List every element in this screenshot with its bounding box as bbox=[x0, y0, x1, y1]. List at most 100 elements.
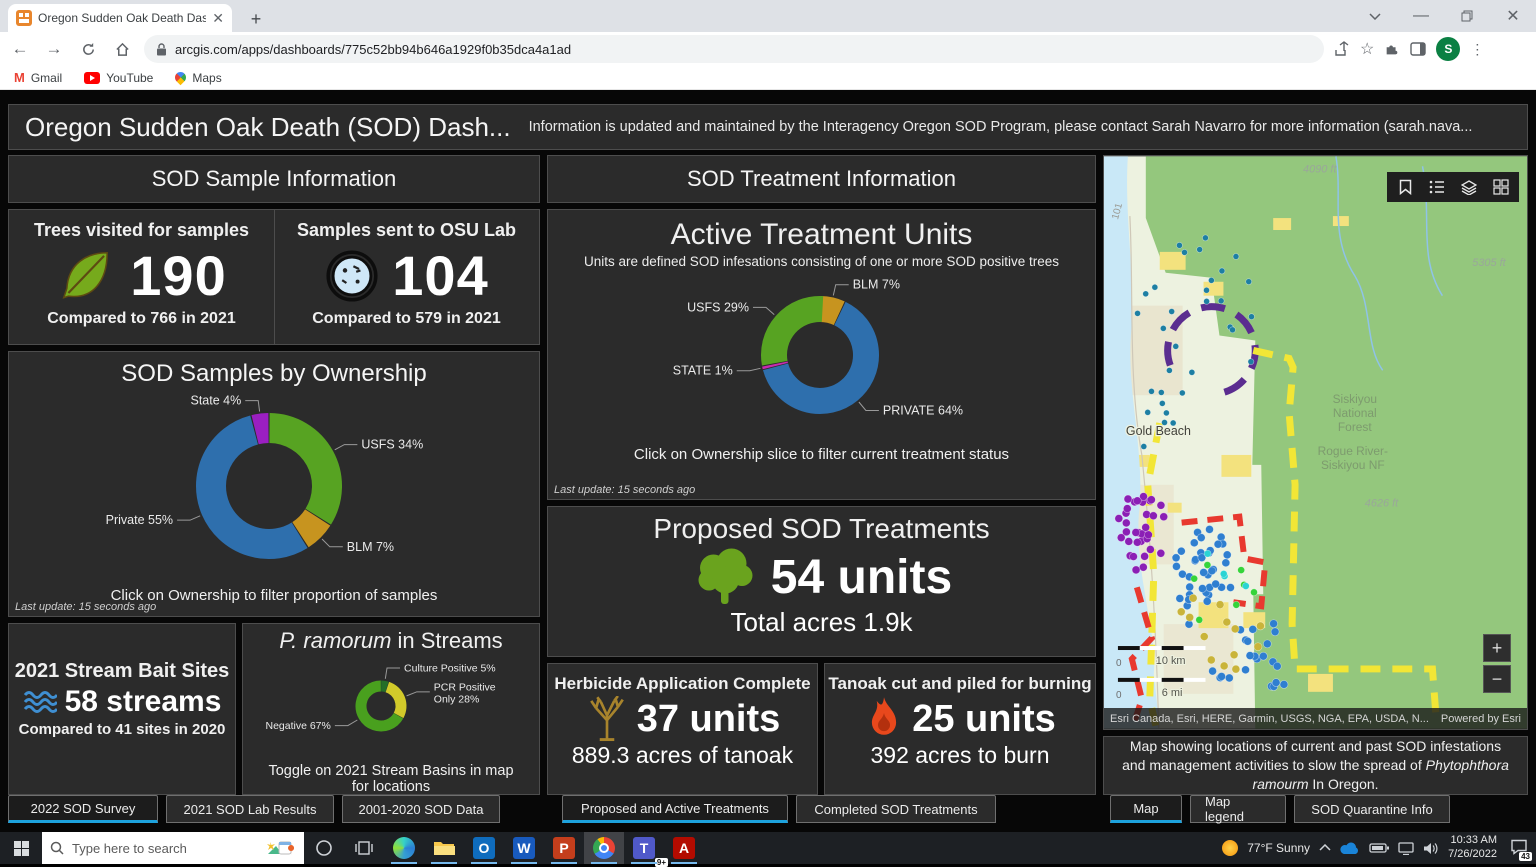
restore-button[interactable] bbox=[1444, 0, 1490, 32]
svg-text:USFS 34%: USFS 34% bbox=[361, 438, 423, 452]
svg-text:BLM 7%: BLM 7% bbox=[347, 540, 394, 554]
network-icon[interactable] bbox=[1398, 842, 1414, 855]
atu-donut-chart[interactable]: BLM 7%PRIVATE 64%STATE 1%USFS 29% bbox=[548, 273, 1093, 441]
chrome-icon[interactable] bbox=[584, 832, 624, 864]
url-text: arcgis.com/apps/dashboards/775c52bb94b64… bbox=[175, 42, 571, 57]
lock-icon bbox=[156, 43, 167, 56]
bookmark-youtube[interactable]: YouTube bbox=[84, 71, 153, 85]
close-button[interactable]: ✕ bbox=[1490, 0, 1536, 32]
svg-text:USFS 29%: USFS 29% bbox=[687, 300, 749, 314]
powerpoint-icon[interactable]: P bbox=[544, 832, 584, 864]
svg-text:State 4%: State 4% bbox=[190, 394, 241, 408]
ownership-donut-chart[interactable]: USFS 34%BLM 7%Private 55%State 4% bbox=[9, 390, 537, 582]
svg-text:Culture Positive 5%: Culture Positive 5% bbox=[404, 662, 496, 674]
reload-icon[interactable] bbox=[74, 35, 102, 63]
map-canvas[interactable]: Siskiyou National Forest Rogue River- Si… bbox=[1104, 156, 1527, 729]
teams-icon[interactable]: T9+ bbox=[624, 832, 664, 864]
address-bar[interactable]: arcgis.com/apps/dashboards/775c52bb94b64… bbox=[144, 35, 1324, 63]
bookmark-icon[interactable] bbox=[1391, 174, 1419, 200]
map-panel[interactable]: Siskiyou National Forest Rogue River- Si… bbox=[1103, 155, 1528, 730]
tray-chevron-icon[interactable] bbox=[1319, 844, 1331, 852]
powered-by-esri: Powered by Esri bbox=[1441, 713, 1521, 725]
layers-icon[interactable] bbox=[1455, 174, 1483, 200]
stat-samples-sent: Samples sent to OSU Lab 104 Compared to … bbox=[274, 210, 539, 344]
zoom-out-button[interactable]: − bbox=[1483, 665, 1511, 693]
svg-text:5305 ft: 5305 ft bbox=[1472, 257, 1506, 269]
waves-icon bbox=[23, 689, 57, 715]
tab-2022-sod-survey[interactable]: 2022 SOD Survey bbox=[8, 795, 158, 823]
taskbar-clock[interactable]: 10:33 AM 7/26/2022 bbox=[1448, 834, 1497, 862]
stream-bait-panel: 2021 Stream Bait Sites 58 streams Compar… bbox=[8, 623, 236, 795]
stream-bait-value: 58 streams bbox=[65, 685, 222, 719]
ramorum-donut-chart[interactable]: Culture Positive 5%PCR PositiveOnly 28%N… bbox=[243, 654, 539, 758]
svg-text:Siskiyou: Siskiyou bbox=[1333, 392, 1377, 406]
sidebar-icon[interactable] bbox=[1410, 42, 1426, 56]
arcgis-favicon bbox=[16, 10, 32, 26]
forward-icon[interactable]: → bbox=[40, 35, 68, 63]
search-placeholder: Type here to search bbox=[72, 841, 187, 856]
onedrive-icon[interactable] bbox=[1340, 842, 1360, 855]
bookmarks-bar: MGmail YouTube Maps bbox=[0, 66, 1536, 90]
treatment-info-title: SOD Treatment Information bbox=[687, 166, 956, 192]
tab-completed-sod-treatments[interactable]: Completed SOD Treatments bbox=[796, 795, 996, 823]
petri-dish-icon bbox=[324, 248, 380, 304]
new-tab-button[interactable]: + bbox=[244, 8, 268, 32]
stream-bait-compare: Compared to 41 sites in 2020 bbox=[9, 721, 235, 738]
tab-map-legend[interactable]: Map legend bbox=[1190, 795, 1286, 823]
search-icon bbox=[50, 841, 64, 855]
tab-close-icon[interactable]: ✕ bbox=[212, 11, 224, 25]
menu-dots-icon[interactable]: ⋮ bbox=[1470, 41, 1484, 58]
bookmark-gmail[interactable]: MGmail bbox=[14, 70, 62, 85]
tab-title: Oregon Sudden Oak Death Dash bbox=[38, 11, 206, 25]
tab-sod-quarantine-info[interactable]: SOD Quarantine Info bbox=[1294, 795, 1450, 823]
svg-text:0: 0 bbox=[1116, 690, 1122, 701]
profile-avatar[interactable]: S bbox=[1436, 37, 1460, 61]
battery-icon[interactable] bbox=[1369, 842, 1389, 854]
tab-proposed-active-treatments[interactable]: Proposed and Active Treatments bbox=[562, 795, 788, 823]
burn-card: Tanoak cut and piled for burning 25 unit… bbox=[824, 663, 1096, 795]
speaker-icon[interactable] bbox=[1423, 842, 1439, 855]
tab-map[interactable]: Map bbox=[1110, 795, 1182, 823]
svg-text:PCR PositiveOnly 28%: PCR PositiveOnly 28% bbox=[434, 681, 496, 705]
weather-text[interactable]: 77°F Sunny bbox=[1247, 841, 1310, 855]
treatment-info-header: SOD Treatment Information bbox=[547, 155, 1096, 203]
tab-2001-2020-sod-data[interactable]: 2001-2020 SOD Data bbox=[342, 795, 500, 823]
share-icon[interactable] bbox=[1334, 41, 1350, 57]
gmail-icon: M bbox=[14, 70, 25, 85]
outlook-icon[interactable]: O bbox=[464, 832, 504, 864]
cortana-icon[interactable] bbox=[304, 832, 344, 864]
dashboard: Oregon Sudden Oak Death (SOD) Dash... In… bbox=[0, 90, 1536, 832]
start-button[interactable] bbox=[0, 832, 42, 864]
extensions-icon[interactable] bbox=[1384, 41, 1400, 57]
back-icon[interactable]: ← bbox=[6, 35, 34, 63]
chevron-down-icon[interactable] bbox=[1352, 0, 1398, 32]
taskbar-search[interactable]: Type here to search bbox=[42, 832, 304, 864]
windows-taskbar: Type here to search O W P T9+ A 77°F Sun… bbox=[0, 832, 1536, 864]
zoom-in-button[interactable]: + bbox=[1483, 634, 1511, 662]
ramorum-title: P. ramorum in Streams bbox=[243, 628, 539, 654]
legend-list-icon[interactable] bbox=[1423, 174, 1451, 200]
dashboard-header: Oregon Sudden Oak Death (SOD) Dash... In… bbox=[8, 104, 1528, 150]
bookmark-maps[interactable]: Maps bbox=[175, 71, 221, 85]
file-explorer-icon[interactable] bbox=[424, 832, 464, 864]
home-icon[interactable] bbox=[108, 35, 136, 63]
tab-2021-sod-lab-results[interactable]: 2021 SOD Lab Results bbox=[166, 795, 334, 823]
bookmark-star-icon[interactable]: ☆ bbox=[1360, 39, 1374, 59]
action-center-icon[interactable]: 43 bbox=[1510, 839, 1528, 858]
task-view-icon[interactable] bbox=[344, 832, 384, 864]
tree-icon bbox=[691, 547, 757, 607]
browser-toolbar: ← → arcgis.com/apps/dashboards/775c52bb9… bbox=[0, 32, 1536, 66]
last-update-text: Last update: 15 seconds ago bbox=[554, 484, 695, 496]
edge-icon[interactable] bbox=[384, 832, 424, 864]
browser-tab[interactable]: Oregon Sudden Oak Death Dash ✕ bbox=[8, 4, 232, 32]
weather-sun-icon[interactable] bbox=[1222, 840, 1238, 856]
sample-info-header: SOD Sample Information bbox=[8, 155, 540, 203]
active-treatment-panel: Active Treatment Units Units are defined… bbox=[547, 209, 1096, 500]
svg-text:PRIVATE 64%: PRIVATE 64% bbox=[883, 403, 963, 417]
svg-text:Siskiyou NF: Siskiyou NF bbox=[1321, 458, 1385, 472]
word-icon[interactable]: W bbox=[504, 832, 544, 864]
proposed-total: Total acres 1.9k bbox=[548, 607, 1095, 638]
minimize-button[interactable]: — bbox=[1398, 0, 1444, 32]
acrobat-icon[interactable]: A bbox=[664, 832, 704, 864]
basemap-grid-icon[interactable] bbox=[1487, 174, 1515, 200]
